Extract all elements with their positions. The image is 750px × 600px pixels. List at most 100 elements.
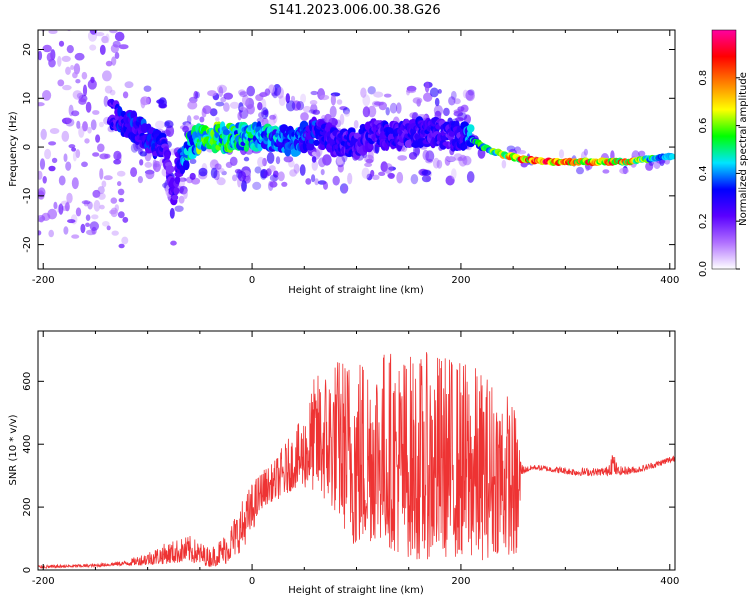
spectrogram-blob [97, 143, 105, 153]
spectrogram-blob [311, 151, 317, 157]
spectrogram-blob [448, 96, 456, 106]
spectrogram-x-axis-label: Height of straight line (km) [288, 285, 424, 296]
spectrogram-blob [558, 149, 565, 159]
spectrogram-blob [57, 79, 65, 87]
spectrogram-blob [214, 163, 222, 170]
spectrogram-blob [130, 167, 138, 178]
spectrogram-blob [101, 35, 109, 44]
spectrogram-blob [73, 30, 77, 31]
snr-y-tick-label: 0 [22, 567, 33, 573]
snr-x-tick-label: 0 [249, 576, 255, 587]
spectrogram-blob [332, 175, 340, 186]
spectrogram-blob [443, 107, 450, 117]
spectrogram-blob [278, 95, 286, 106]
snr-x-tick-label: -200 [32, 576, 55, 587]
spectrogram-blob [87, 126, 92, 134]
spectrogram-blob [65, 66, 71, 76]
spectrogram-blob [113, 159, 121, 165]
spectrogram-blob [90, 119, 97, 131]
spectrogram-blob [63, 226, 69, 235]
colorbar: 0.0 0.2 0.4 0.6 0.8 Normalized spectral ampl… [698, 29, 749, 277]
spectrogram-blob [122, 91, 129, 99]
spectrogram-blob [44, 148, 52, 160]
spectrogram-blob [114, 52, 120, 59]
spectrogram-blob [58, 203, 64, 215]
snr-marks [38, 352, 675, 569]
spectrogram-blob [85, 222, 90, 227]
spectrogram-blob [215, 117, 220, 122]
spectrogram-blob [412, 97, 423, 104]
spectrogram-blob [57, 8, 65, 18]
spectrogram-blob [378, 171, 386, 176]
spectrogram-blob [92, 152, 100, 157]
spectrogram-blob [457, 156, 463, 162]
spectrogram-blob [48, 30, 58, 34]
spectrogram-blob [53, 0, 62, 10]
spectrogram-blob [252, 181, 262, 190]
snr-x-tick-label: 200 [451, 576, 470, 587]
spectrogram-y-tick-label: 10 [22, 92, 33, 105]
spectrogram-blob [506, 145, 516, 152]
spectrogram-blob [143, 85, 152, 92]
spectrogram-ridge-point [183, 159, 190, 171]
spectrogram-blob [339, 183, 349, 194]
spectrogram-blob [39, 9, 49, 19]
snr-panel: -200 0 200 400 0 200 400 600 Height of straigh… [8, 330, 679, 596]
spectrogram-blob [99, 44, 106, 56]
spectrogram-blob [87, 79, 97, 90]
spectrogram-blob [501, 159, 507, 169]
snr-y-tick-label: 400 [22, 435, 33, 454]
spectrogram-blob [81, 200, 91, 205]
colorbar-tick-label: 0.6 [698, 118, 709, 134]
spectrogram-blob [101, 180, 107, 188]
spectrogram-ridge-point [222, 129, 230, 136]
spectrogram-blob [408, 152, 418, 160]
spectrogram-blob [421, 169, 432, 176]
colorbar-frame [711, 29, 737, 270]
spectrogram-blob [342, 107, 350, 115]
spectrogram-blob [385, 107, 390, 116]
spectrogram-blob [373, 91, 384, 98]
spectrogram-blob [170, 240, 177, 246]
spectrogram-blob [38, 187, 46, 198]
spectrogram-marks [38, 0, 675, 249]
spectrogram-blob [259, 92, 268, 98]
spectrogram-blob [93, 200, 101, 212]
spectrogram-blob [123, 16, 128, 28]
spectrogram-blob [106, 225, 111, 231]
spectrogram-blob [183, 188, 188, 200]
spectrogram-blob [110, 197, 118, 204]
spectrogram-blob [82, 1, 91, 7]
spectrogram-blob [275, 156, 281, 165]
colorbar-tick-label: 0.4 [698, 165, 709, 181]
spectrogram-blob [434, 97, 440, 107]
spectrogram-blob [602, 169, 610, 174]
spectrogram-blob [324, 113, 332, 125]
spectrogram-blob [310, 90, 318, 96]
spectrogram-blob [169, 207, 175, 219]
spectrogram-blob [207, 90, 217, 97]
spectrogram-blob [257, 156, 265, 168]
spectrogram-blob [367, 86, 376, 95]
spectrogram-blob [462, 155, 472, 166]
spectrogram-blob [425, 158, 433, 164]
spectrogram-blob [84, 138, 90, 144]
spectrogram-blob [38, 50, 43, 61]
spectrogram-ridge-point [448, 130, 456, 137]
spectrogram-blob [117, 188, 125, 196]
spectrogram-blob [387, 173, 395, 178]
spectrogram-blob [314, 178, 319, 186]
spectrogram-blob [432, 157, 440, 169]
spectrogram-blob [65, 161, 72, 171]
spectrogram-blob [466, 171, 475, 183]
spectrogram-blob [57, 55, 62, 67]
spectrogram-ridge-point [164, 151, 171, 160]
spectrogram-blob [300, 112, 309, 122]
spectrogram-blob [82, 121, 88, 132]
spectrogram-blob [218, 86, 224, 98]
spectrogram-blob [38, 215, 46, 222]
spectrogram-blob [87, 201, 93, 210]
spectrogram-blob [113, 150, 122, 161]
spectrogram-blob [305, 178, 312, 185]
spectrogram-blob [153, 160, 161, 173]
